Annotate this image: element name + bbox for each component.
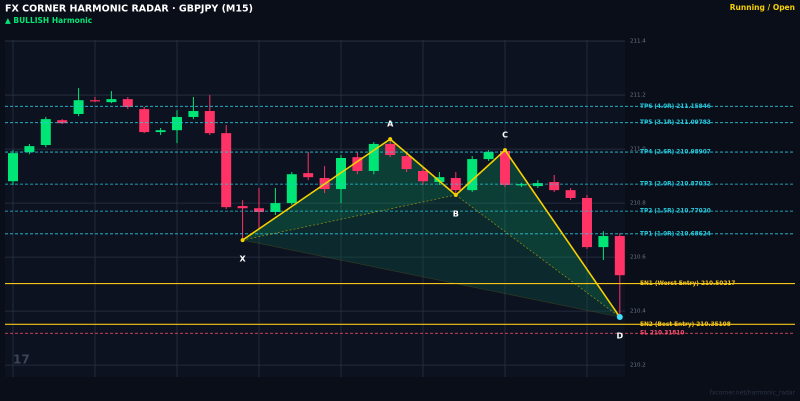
pattern-guide bbox=[242, 239, 620, 318]
candle-body bbox=[8, 153, 18, 182]
candle-body bbox=[188, 111, 199, 117]
pattern-label: X bbox=[240, 255, 247, 264]
candle-body bbox=[221, 133, 232, 208]
plot-area bbox=[5, 40, 625, 377]
pattern-point bbox=[453, 192, 458, 197]
candle-body bbox=[24, 146, 35, 153]
candle-body bbox=[172, 116, 182, 131]
candle-body bbox=[401, 156, 412, 170]
candle-body bbox=[434, 177, 445, 183]
candle-body bbox=[614, 236, 625, 276]
watermark: 17 bbox=[13, 353, 30, 367]
candle-body bbox=[532, 183, 543, 187]
candle-body bbox=[57, 120, 68, 124]
chart-title: FX CORNER HARMONIC RADAR · GBPJPY (M15) bbox=[5, 4, 253, 15]
candle-body bbox=[90, 100, 100, 102]
candle-body bbox=[73, 100, 84, 114]
level-label: TP1 (1.0R) 210.68624 bbox=[640, 231, 711, 237]
candle-body bbox=[270, 203, 281, 213]
candle-body bbox=[352, 157, 363, 171]
candle-body bbox=[467, 159, 478, 191]
level-label: EN1 (Worst Entry) 210.50217 bbox=[640, 281, 735, 287]
level-label: TP6 (4.0R) 211.15846 bbox=[640, 104, 711, 110]
footer: fxcorner.net/harmonic_radar bbox=[710, 390, 796, 397]
candle-body bbox=[122, 99, 133, 107]
pattern-guide bbox=[242, 194, 456, 241]
candle-body bbox=[418, 170, 428, 182]
level-label: TP2 (1.5R) 210.77020 bbox=[640, 209, 711, 215]
candle-body bbox=[483, 152, 494, 160]
candle-body bbox=[500, 150, 510, 186]
candle-body bbox=[598, 236, 609, 248]
level-label: SL 210.31810 bbox=[640, 331, 684, 337]
candle-body bbox=[303, 173, 314, 178]
level-label: TP5 (3.1R) 211.09783 bbox=[640, 120, 711, 126]
y-tick-label: 210.8 bbox=[630, 201, 646, 207]
level-label: TP4 (2.6R) 210.98907 bbox=[640, 150, 711, 156]
level-label: EN2 (Best Entry) 210.35108 bbox=[640, 322, 731, 328]
candle-body bbox=[385, 143, 396, 156]
level-label: TP3 (2.0R) 210.87032 bbox=[640, 182, 711, 188]
candle-body bbox=[155, 130, 166, 133]
candle-body bbox=[549, 182, 560, 191]
candle-body bbox=[254, 208, 264, 213]
y-tick-label: 211.2 bbox=[630, 93, 646, 99]
y-tick-label: 210.2 bbox=[630, 363, 646, 369]
candle-body bbox=[204, 111, 215, 134]
pattern-label: C bbox=[502, 131, 508, 140]
pattern-point bbox=[616, 314, 623, 321]
pattern-point bbox=[388, 137, 393, 142]
pattern-point bbox=[503, 148, 507, 153]
candle-body bbox=[565, 190, 576, 198]
chart-subtitle: ▲ BULLISH Harmonic bbox=[5, 16, 92, 25]
candle-body bbox=[368, 143, 379, 171]
y-tick-label: 210.4 bbox=[630, 309, 646, 315]
y-tick-label: 211.4 bbox=[630, 39, 646, 45]
candle-body bbox=[582, 197, 592, 248]
pattern-label: D bbox=[616, 332, 623, 341]
pattern-fill bbox=[242, 194, 620, 318]
candle-body bbox=[237, 206, 248, 209]
y-tick-label: 211.0 bbox=[630, 147, 646, 153]
status: Running / Open bbox=[730, 3, 795, 12]
pattern-label: A bbox=[387, 120, 394, 129]
candle-body bbox=[40, 119, 51, 146]
candle-body bbox=[106, 99, 117, 103]
candle-body bbox=[286, 174, 297, 204]
y-tick-label: 210.6 bbox=[630, 255, 646, 261]
candle-body bbox=[139, 109, 150, 133]
pattern-point bbox=[240, 238, 245, 243]
pattern-label: B bbox=[453, 209, 459, 218]
candle-body bbox=[516, 184, 527, 186]
